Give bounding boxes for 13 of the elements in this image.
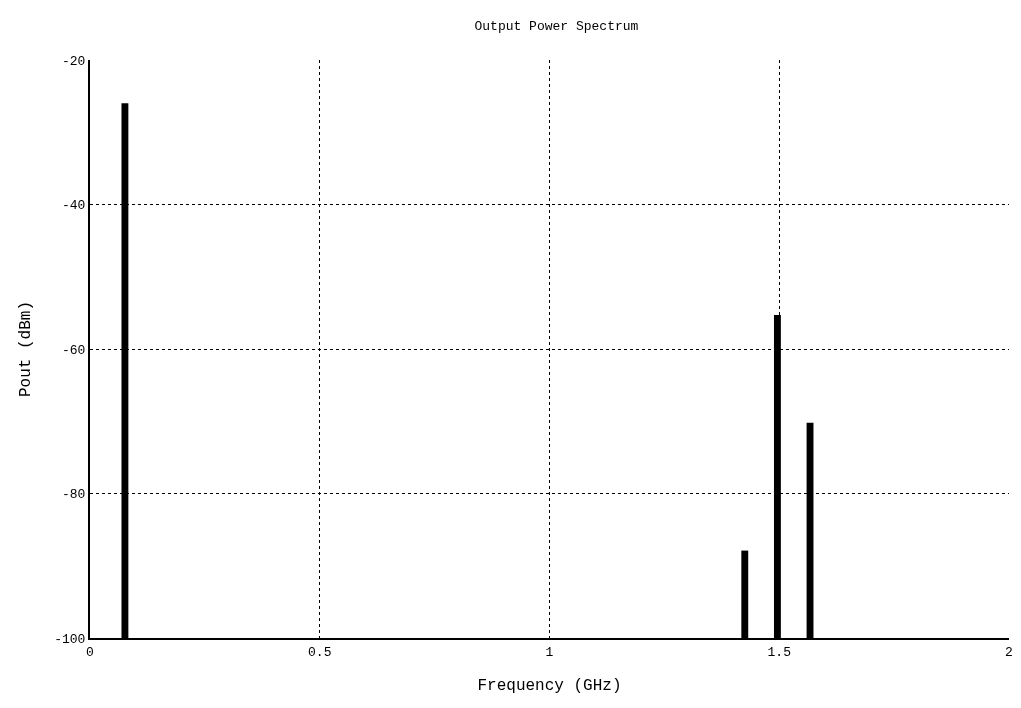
x-tick-label: 2	[1005, 644, 1013, 660]
y-axis-title: Pout (dBm)	[16, 300, 35, 398]
x-tick-label: 0.5	[308, 644, 332, 660]
y-tick-label: -40	[61, 198, 86, 214]
x-tick-label: 0	[86, 644, 94, 660]
x-tick-label: 1.5	[767, 644, 791, 660]
y-tick-label: -20	[61, 53, 86, 69]
y-tick-label: -60	[61, 342, 86, 358]
x-tick-label: 1	[545, 644, 554, 660]
y-tick-label: -100	[54, 631, 86, 647]
chart-title: Output Power Spectrum	[474, 19, 639, 35]
y-tick-label: -80	[61, 487, 86, 503]
x-axis-title: Frequency (GHz)	[477, 676, 622, 695]
